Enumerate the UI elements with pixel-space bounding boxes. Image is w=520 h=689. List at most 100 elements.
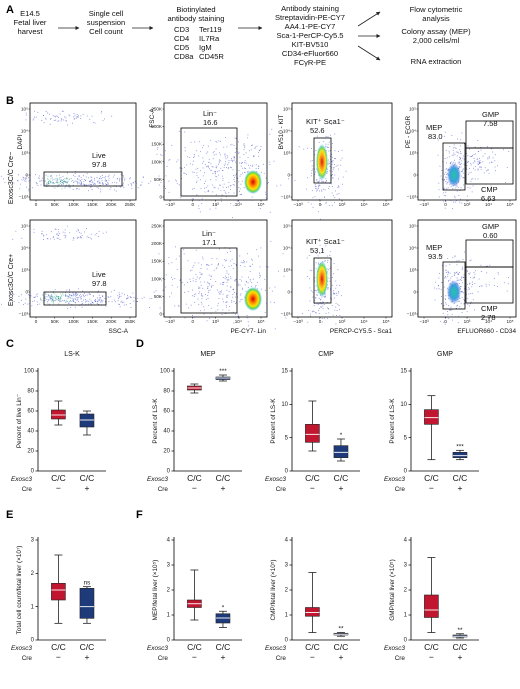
event-dot bbox=[247, 171, 249, 172]
event-dot bbox=[451, 285, 453, 287]
event-dot bbox=[319, 244, 321, 246]
event-dot bbox=[247, 137, 249, 139]
event-dot bbox=[235, 173, 237, 175]
event-dot bbox=[203, 306, 205, 308]
row-label-exosc3-1: Exosc3 bbox=[147, 476, 168, 483]
event-dot bbox=[66, 181, 67, 183]
event-dot bbox=[66, 295, 68, 297]
event-dot bbox=[317, 180, 319, 182]
event-dot bbox=[80, 115, 82, 117]
event-dot bbox=[101, 295, 103, 297]
event-dot bbox=[49, 180, 50, 182]
event-dot bbox=[83, 296, 85, 298]
event-dot bbox=[96, 177, 98, 178]
event-dot bbox=[78, 301, 80, 303]
event-dot bbox=[219, 290, 221, 292]
event-dot bbox=[473, 271, 475, 273]
event-dot bbox=[258, 255, 259, 257]
event-dot bbox=[310, 160, 312, 162]
event-dot bbox=[86, 184, 88, 186]
event-dot bbox=[481, 285, 483, 287]
event-dot bbox=[12, 293, 14, 295]
event-dot bbox=[57, 183, 59, 185]
event-dot bbox=[198, 278, 200, 280]
event-dot bbox=[483, 172, 485, 174]
event-dot bbox=[302, 312, 303, 314]
event-dot bbox=[181, 167, 182, 169]
event-dot bbox=[317, 255, 319, 257]
p1-ytick-0-3: 0 bbox=[25, 173, 28, 178]
group-cre-1-0: − bbox=[192, 483, 197, 493]
event-dot bbox=[218, 263, 219, 264]
event-dot bbox=[31, 305, 33, 307]
event-dot bbox=[255, 285, 257, 286]
event-dot bbox=[94, 179, 95, 181]
p2-xtick-0-1: 0 bbox=[191, 202, 194, 207]
event-dot bbox=[109, 188, 111, 190]
event-dot bbox=[34, 116, 35, 118]
event-dot bbox=[480, 149, 482, 151]
event-dot bbox=[239, 156, 241, 158]
event-dot bbox=[41, 300, 43, 302]
event-dot bbox=[276, 185, 278, 187]
output-4: 2,000 cells/ml bbox=[413, 36, 460, 45]
event-dot bbox=[108, 297, 110, 298]
event-dot bbox=[186, 173, 187, 175]
event-dot bbox=[487, 158, 489, 160]
event-dot bbox=[468, 273, 469, 275]
event-dot bbox=[98, 177, 100, 179]
event-dot bbox=[53, 298, 54, 300]
event-dot bbox=[333, 292, 335, 294]
event-dot bbox=[251, 258, 252, 260]
event-dot bbox=[452, 208, 453, 209]
event-dot bbox=[241, 280, 242, 282]
event-dot bbox=[312, 296, 314, 298]
event-dot bbox=[101, 111, 103, 112]
event-dot bbox=[271, 128, 273, 130]
event-dot bbox=[60, 120, 62, 122]
event-dot bbox=[195, 274, 197, 275]
event-dot bbox=[206, 264, 207, 266]
event-dot bbox=[291, 288, 293, 290]
event-dot bbox=[200, 188, 202, 190]
event-dot bbox=[195, 279, 197, 281]
event-dot bbox=[247, 321, 249, 323]
ytick-label-6-1: 1 bbox=[285, 613, 289, 619]
event-dot bbox=[335, 165, 337, 167]
event-dot bbox=[327, 287, 329, 289]
event-dot bbox=[70, 300, 71, 301]
event-dot bbox=[124, 178, 126, 180]
event-dot bbox=[57, 300, 59, 301]
event-dot bbox=[88, 300, 90, 302]
event-dot bbox=[223, 259, 225, 261]
event-dot bbox=[445, 272, 447, 273]
event-dot bbox=[192, 160, 194, 162]
p4-xtick-0-0: −10³ bbox=[419, 202, 429, 207]
event-dot bbox=[35, 294, 37, 296]
significance-2: * bbox=[340, 432, 343, 439]
event-dot bbox=[48, 181, 50, 183]
event-dot bbox=[124, 294, 125, 296]
significance-5: * bbox=[222, 604, 225, 611]
event-dot bbox=[315, 268, 317, 270]
event-dot bbox=[231, 300, 233, 301]
event-dot bbox=[325, 180, 327, 182]
event-dot bbox=[236, 302, 237, 304]
event-dot bbox=[189, 163, 191, 165]
event-dot bbox=[247, 286, 249, 288]
event-dot bbox=[105, 175, 107, 177]
event-dot bbox=[260, 275, 261, 277]
event-dot bbox=[316, 253, 318, 254]
event-dot bbox=[489, 157, 490, 159]
event-dot bbox=[223, 164, 225, 166]
event-dot bbox=[332, 160, 334, 161]
group-cre-4-0: − bbox=[56, 652, 61, 662]
event-dot bbox=[311, 165, 313, 167]
event-dot bbox=[336, 284, 338, 286]
event-dot bbox=[311, 170, 313, 171]
event-dot bbox=[338, 151, 339, 152]
event-dot bbox=[61, 295, 63, 296]
event-dot bbox=[53, 236, 54, 237]
event-dot bbox=[47, 178, 49, 180]
event-dot bbox=[316, 303, 318, 305]
